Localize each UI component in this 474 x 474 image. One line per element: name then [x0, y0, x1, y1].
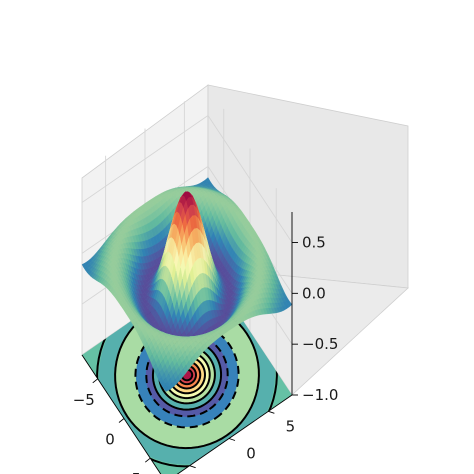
x-tick-label: −5 — [73, 391, 95, 409]
x-tick-label: 5 — [131, 470, 141, 474]
contour-line-negative — [145, 332, 229, 418]
z-tick-label: 0.5 — [302, 234, 326, 252]
x-tick — [144, 457, 151, 463]
y-tick — [268, 410, 275, 414]
y-tick-label: −5 — [201, 472, 223, 474]
z-tick-label: 0.0 — [302, 284, 326, 302]
y-tick — [189, 465, 196, 469]
y-tick-label: 0 — [246, 445, 256, 463]
grid-line-z — [81, 114, 293, 243]
surface-patch — [163, 387, 169, 392]
z-tick-label: −1.0 — [302, 386, 338, 404]
x-tick — [92, 378, 99, 384]
y-tick — [228, 438, 236, 441]
surface-plot — [81, 177, 293, 392]
x-tick — [118, 418, 125, 423]
y-tick-label: 5 — [286, 417, 296, 435]
x-tick-label: 0 — [105, 431, 115, 449]
axes: −5 0 5 −5 0 5 −1.0 −0.5 0.0 0.5 — [73, 212, 338, 474]
z-tick-label: −0.5 — [302, 335, 338, 353]
